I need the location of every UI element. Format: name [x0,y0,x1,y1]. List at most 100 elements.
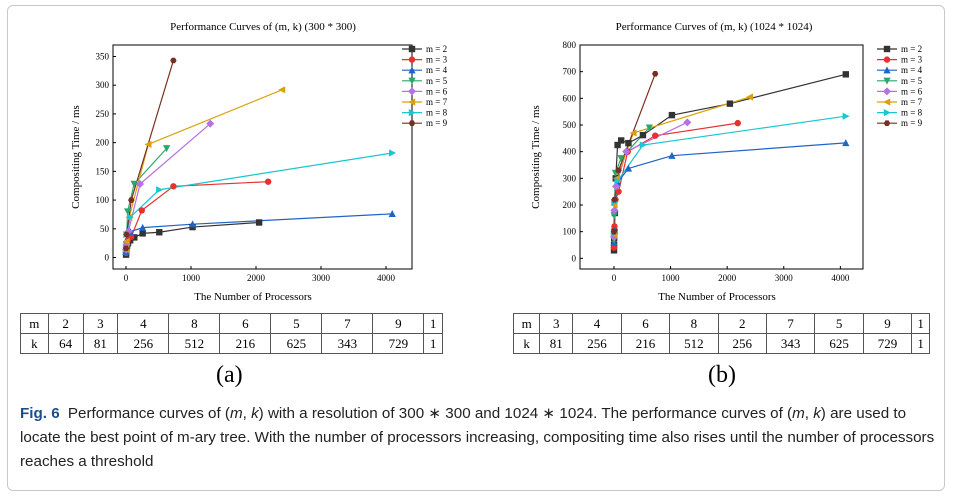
chart-a-ylabel: Compositing Time / ms [70,105,82,209]
table-cell: 256 [117,333,170,354]
table-cell: 64 [47,333,84,354]
y-tick-label: 350 [96,51,110,61]
table-cell: 343 [765,333,816,354]
data-point-m9 [615,167,622,174]
table-cell: 512 [669,333,719,354]
y-tick-label: 200 [96,138,110,148]
table-cell: 729 [372,333,425,354]
table-header-cell: m [512,313,541,334]
chart-b-xlabel: The Number of Processors [658,291,776,303]
data-point-m7 [629,129,637,137]
chart-a-xlabel: The Number of Processors [194,291,312,303]
legend-marker-m4 [883,66,891,74]
table-header-cell: k [512,333,541,354]
panel-label-a: (a) [216,362,243,388]
chart-a-markers [122,57,397,258]
data-point-m2 [139,230,146,237]
legend-label-m9: m = 9 [426,118,448,128]
chart-b-plot-frame [579,44,864,270]
data-point-m3 [170,183,177,190]
y-tick-label: 300 [563,173,577,183]
chart-a-legend: m = 2m = 3m = 4m = 5m = 6m = 7m = 8m = 9 [402,44,448,128]
table-cell: 8 [168,313,221,334]
legend-marker-m5 [408,77,416,85]
figure-frame [7,5,945,491]
data-point-m3 [264,178,272,185]
legend-marker-m8 [883,109,891,117]
data-point-m8 [126,213,134,221]
x-tick-label: 1000 [662,273,681,283]
table-cell: 81 [539,333,574,354]
x-tick-label: 3000 [775,273,794,283]
data-point-m2 [842,71,849,78]
data-point-m8 [156,186,164,194]
caption-text-1: Performance curves of ( [67,405,230,422]
panel-label-b: (b) [708,362,736,388]
data-point-m9 [652,71,659,77]
chart-a: Performance Curves of (m, k) (300 * 300)… [70,21,448,303]
data-point-m9 [610,228,618,235]
data-point-m2 [625,139,632,147]
table-cell: 343 [321,333,374,354]
table-cell: 1 [911,333,930,354]
caption-var-m: m [229,405,243,422]
legend-label-m7: m = 7 [426,97,448,107]
data-point-m6 [206,119,215,128]
data-point-m9 [170,57,177,64]
legend-label-m5: m = 5 [901,76,923,86]
data-point-m9 [128,197,135,203]
legend-marker-m6 [883,87,891,96]
legend-marker-m4 [408,66,416,74]
y-tick-label: 500 [563,120,577,130]
table-cell: 1 [911,313,930,334]
data-point-m9 [611,196,618,203]
data-point-m2 [255,219,263,226]
chart-b-markers [610,71,850,254]
chart-b-axes: 0 1000 2000 3000 4000 0 100 200 300 400 500 600 700 8… [563,40,850,283]
table-cell: 1 [423,313,443,334]
data-point-m7 [122,237,130,246]
data-point-m4 [624,164,633,172]
data-point-m9 [123,231,130,238]
legend-marker-m3 [408,56,416,63]
legend-marker-m5 [883,77,891,85]
data-point-m5 [130,180,138,188]
data-point-m3 [734,119,741,127]
y-tick-label: 0 [105,253,110,263]
x-tick-label: 3000 [312,273,331,283]
table-cell: 6 [620,313,671,334]
legend-label-m8: m = 8 [901,108,923,118]
data-point-m7 [278,86,286,94]
data-point-m5 [163,145,171,153]
caption-comma: , [242,405,252,422]
table-row: k 64 81 256 512 216 625 343 729 1 [20,333,443,354]
caption-text-3: ) are used to locate the best point of m… [20,405,935,470]
table-cell: 5 [270,313,323,334]
table-cell: 625 [270,333,323,354]
table-cell: 3 [539,313,574,334]
table-cell: 216 [620,333,671,354]
data-point-m5 [617,155,625,163]
table-cell: 81 [82,333,119,354]
y-tick-label: 400 [563,147,577,157]
data-point-m3 [128,233,135,241]
data-point-m4 [842,139,850,147]
legend-label-m2: m = 2 [901,44,922,54]
table-cell: 5 [814,313,864,334]
y-tick-label: 800 [563,40,577,50]
data-point-m4 [668,151,676,159]
data-point-m8 [842,112,850,120]
series-line-m6 [613,121,688,238]
data-point-m4 [139,223,147,231]
data-point-m6 [610,206,619,215]
data-point-m7 [746,93,754,101]
legend-label-m4: m = 4 [426,65,448,75]
x-tick-label: 4000 [831,273,850,283]
y-tick-label: 150 [96,166,110,176]
caption-var-m-2: m [792,405,805,422]
y-tick-label: 300 [96,80,110,90]
caption-var-k-2: k [813,405,821,422]
y-tick-label: 250 [96,109,110,119]
